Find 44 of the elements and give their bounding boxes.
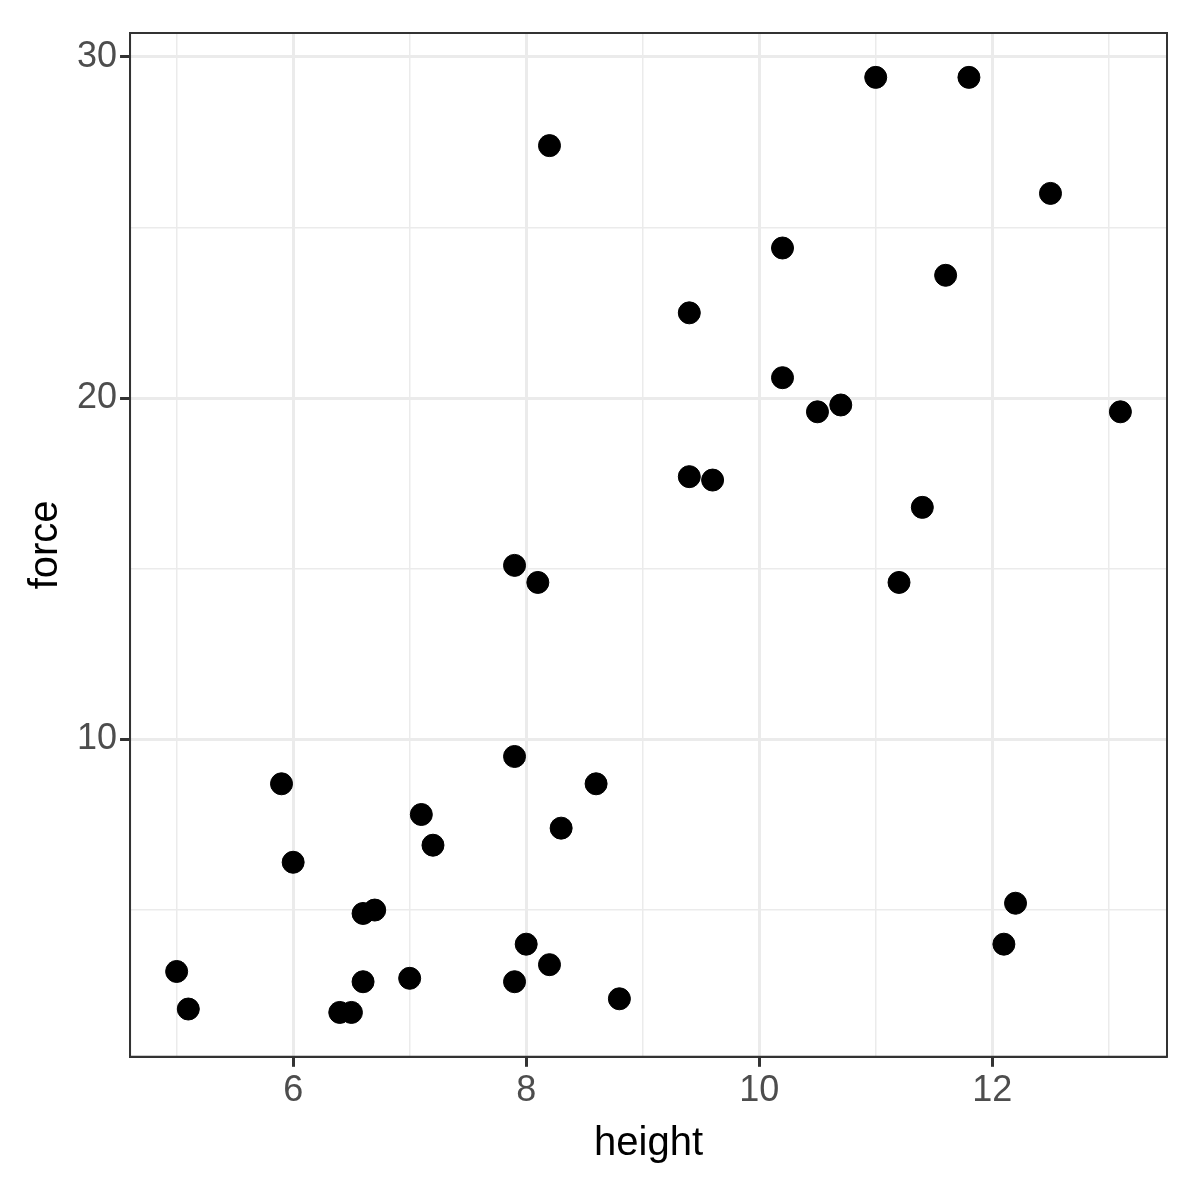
point <box>910 495 934 519</box>
point <box>549 816 573 840</box>
point <box>934 263 958 287</box>
x-tick-label: 8 <box>516 1068 537 1110</box>
y-tick-label: 10 <box>77 716 118 758</box>
x-tick-label: 12 <box>972 1068 1013 1110</box>
point <box>537 953 561 977</box>
point <box>677 301 701 325</box>
point <box>526 570 550 594</box>
point <box>677 465 701 489</box>
point <box>701 468 725 492</box>
x-tick-label: 6 <box>283 1068 304 1110</box>
point <box>503 744 527 768</box>
point <box>503 970 527 994</box>
point <box>1038 181 1062 205</box>
point <box>829 393 853 417</box>
point <box>176 997 200 1021</box>
y-tick-label: 30 <box>77 33 118 75</box>
point <box>514 932 538 956</box>
point <box>281 850 305 874</box>
y-axis-title: force <box>21 500 66 590</box>
point <box>351 970 375 994</box>
point <box>805 400 829 424</box>
point <box>864 65 888 89</box>
point <box>165 959 189 983</box>
point <box>992 932 1016 956</box>
point <box>1004 891 1028 915</box>
point <box>584 772 608 796</box>
point <box>409 803 433 826</box>
point <box>537 134 561 158</box>
point <box>771 236 795 260</box>
point <box>1108 400 1132 424</box>
x-tick-label: 10 <box>739 1068 780 1110</box>
point <box>421 833 445 857</box>
point <box>957 65 981 89</box>
point <box>503 553 527 577</box>
point <box>270 772 294 796</box>
point <box>887 570 911 594</box>
point <box>363 898 387 922</box>
point <box>607 987 631 1011</box>
point <box>771 366 795 390</box>
y-tick-label: 20 <box>77 375 118 417</box>
point <box>398 966 422 990</box>
x-axis-title: height <box>594 1119 704 1164</box>
